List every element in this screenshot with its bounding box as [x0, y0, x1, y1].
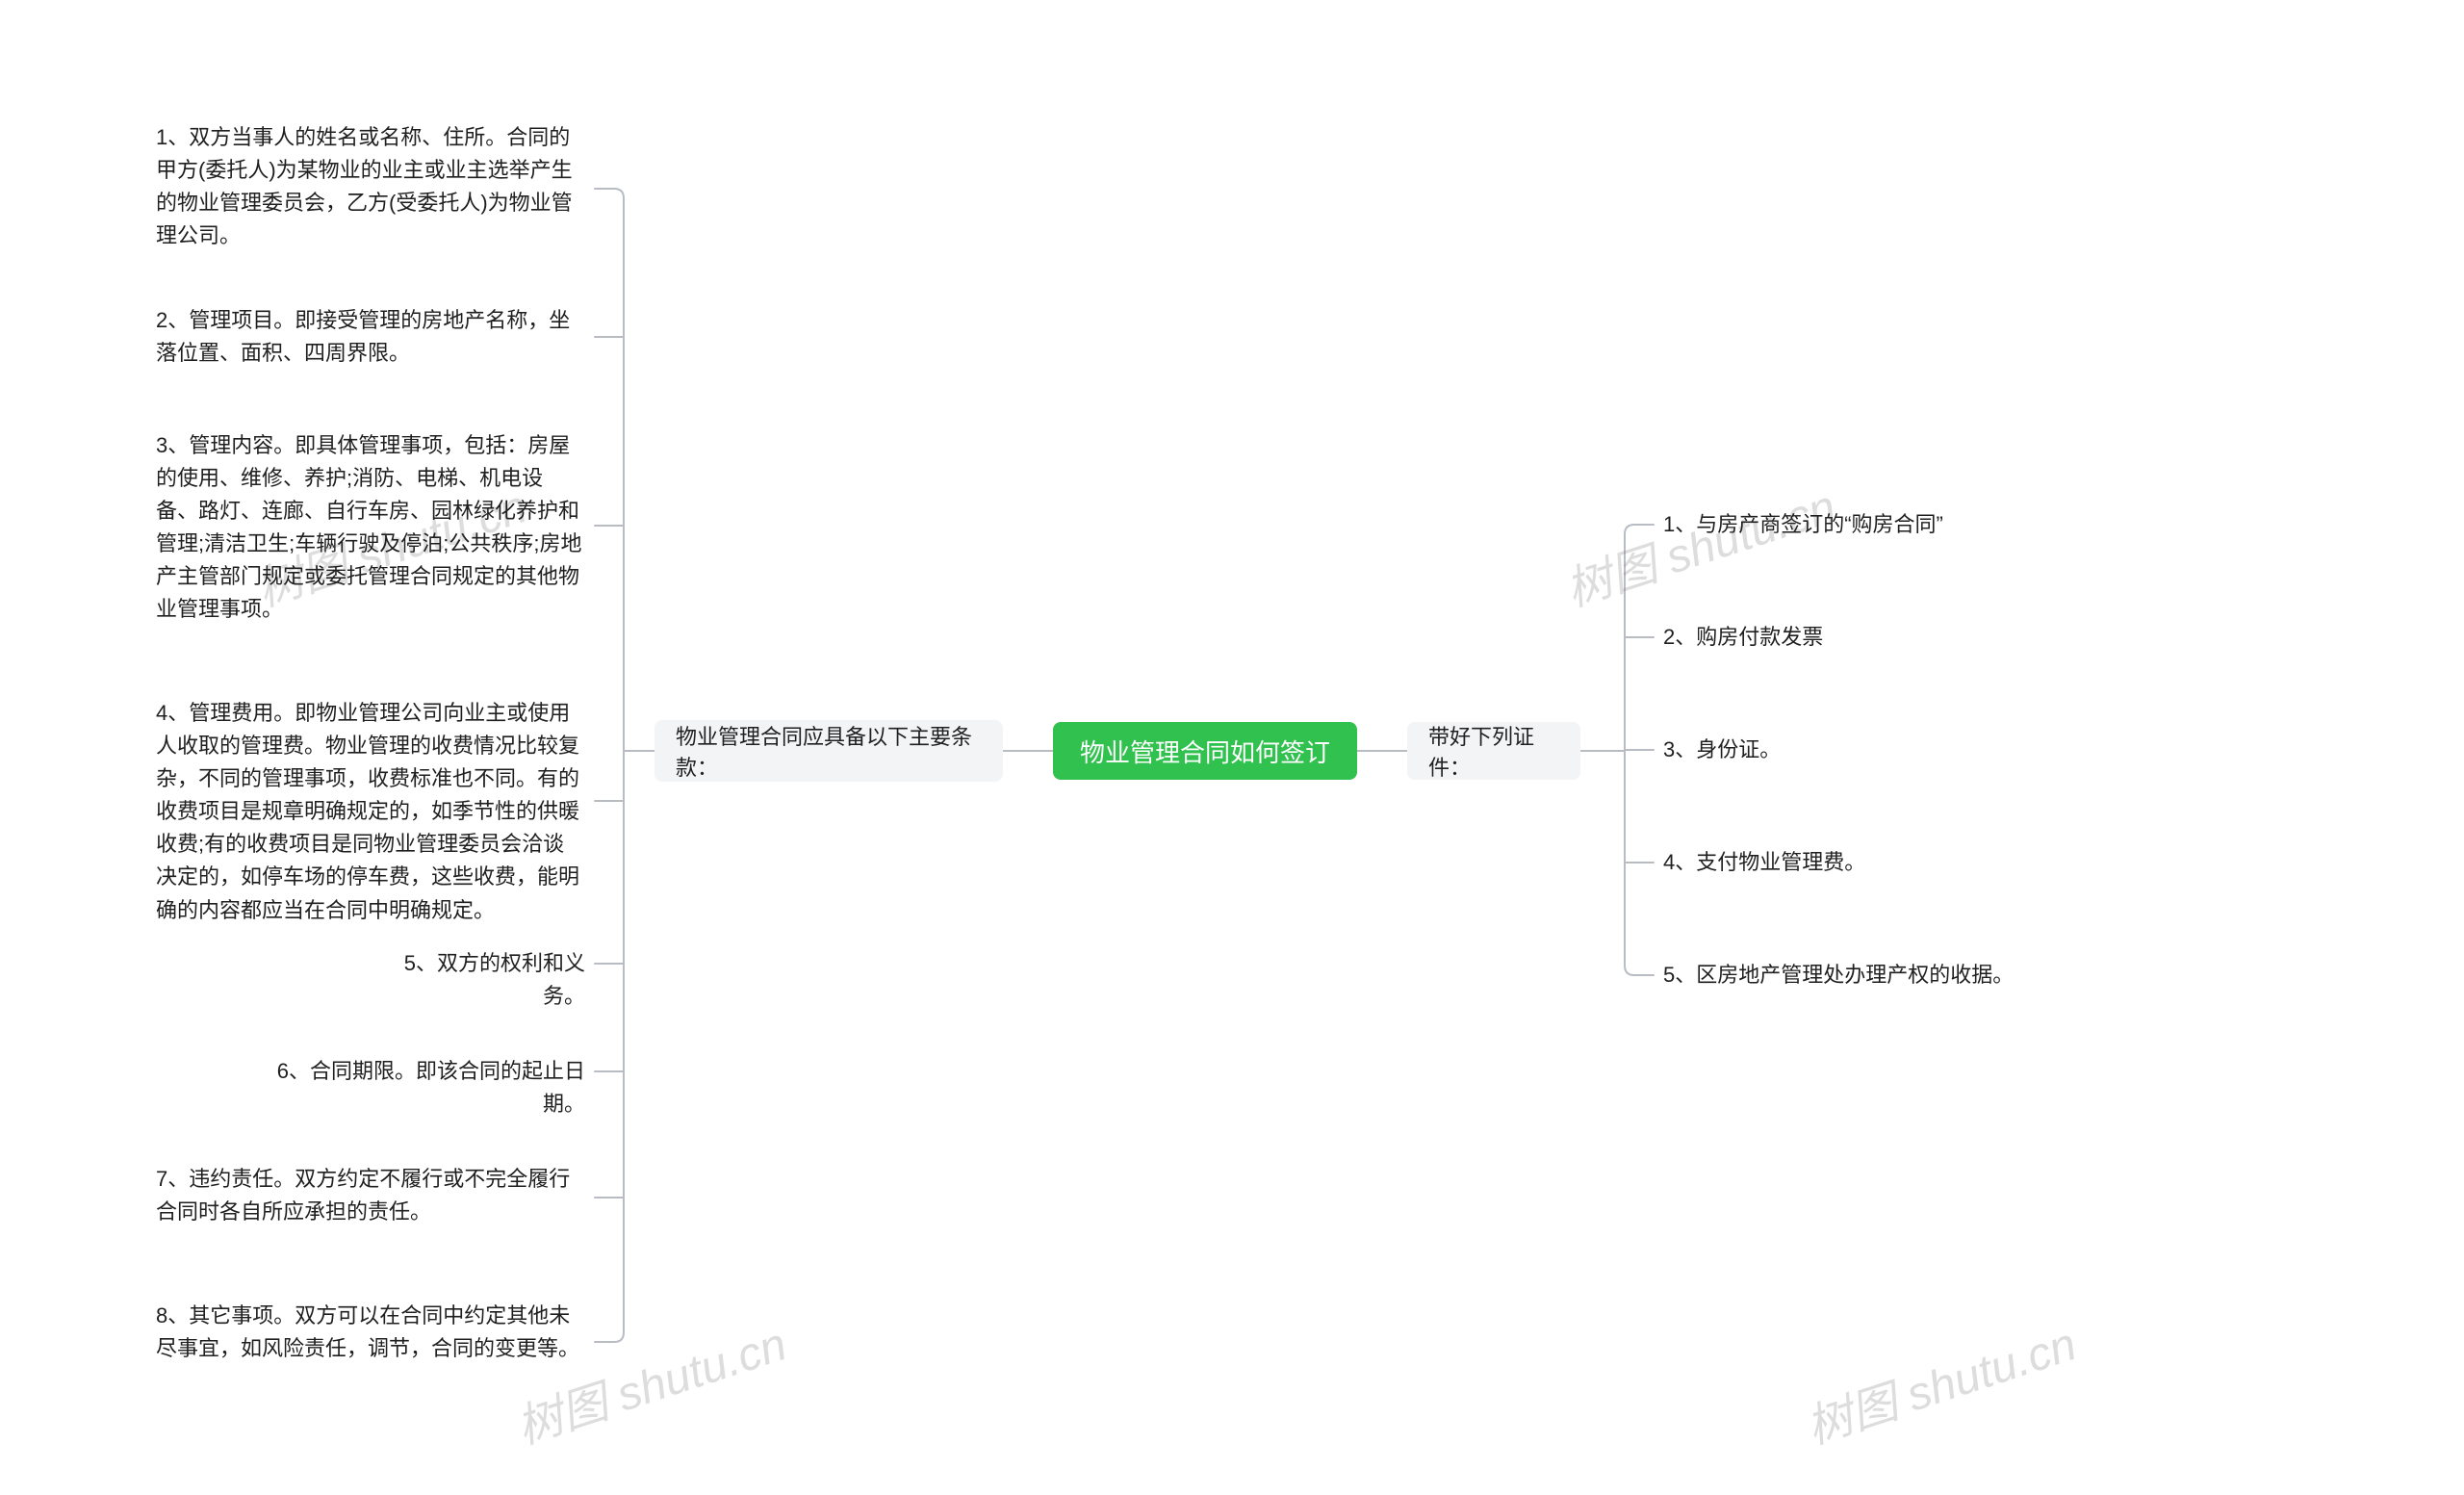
- leaf-text: 2、购房付款发票: [1663, 621, 1823, 654]
- right-leaf-1[interactable]: 1、与房产商签订的“购房合同”: [1663, 508, 2067, 541]
- leaf-text: 7、违约责任。双方约定不履行或不完全履行合同时各自所应承担的责任。: [156, 1163, 585, 1228]
- right-leaf-5[interactable]: 5、区房地产管理处办理产权的收据。: [1663, 959, 2067, 992]
- left-branch-label: 物业管理合同应具备以下主要条款：: [676, 720, 982, 782]
- leaf-text: 3、身份证。: [1663, 734, 1781, 766]
- left-branch-node[interactable]: 物业管理合同应具备以下主要条款：: [654, 720, 1003, 782]
- root-label: 物业管理合同如何签订: [1080, 734, 1330, 769]
- watermark-text: 树图 shutu.cn: [1796, 1306, 2083, 1456]
- right-leaf-4[interactable]: 4、支付物业管理费。: [1663, 846, 2067, 879]
- left-leaf-4[interactable]: 4、管理费用。即物业管理公司向业主或使用人收取的管理费。物业管理的收费情况比较复…: [156, 697, 585, 927]
- left-leaf-3[interactable]: 3、管理内容。即具体管理事项，包括：房屋的使用、维修、养护;消防、电梯、机电设备…: [156, 429, 585, 627]
- leaf-text: 3、管理内容。即具体管理事项，包括：房屋的使用、维修、养护;消防、电梯、机电设备…: [156, 429, 585, 627]
- leaf-text: 6、合同期限。即该合同的起止日期。: [268, 1055, 585, 1121]
- leaf-text: 5、双方的权利和义务。: [372, 947, 585, 1013]
- right-leaf-3[interactable]: 3、身份证。: [1663, 734, 2067, 766]
- leaf-text: 4、支付物业管理费。: [1663, 846, 1865, 879]
- left-leaf-7[interactable]: 7、违约责任。双方约定不履行或不完全履行合同时各自所应承担的责任。: [156, 1163, 585, 1228]
- left-leaf-5[interactable]: 5、双方的权利和义务。: [372, 947, 585, 1013]
- leaf-text: 5、区房地产管理处办理产权的收据。: [1663, 959, 2014, 992]
- leaf-text: 1、双方当事人的姓名或名称、住所。合同的甲方(委托人)为某物业的业主或业主选举产…: [156, 121, 585, 252]
- leaf-text: 1、与房产商签订的“购房合同”: [1663, 508, 1943, 541]
- left-leaf-8[interactable]: 8、其它事项。双方可以在合同中约定其他未尽事宜，如风险责任，调节，合同的变更等。: [156, 1300, 585, 1365]
- left-leaf-6[interactable]: 6、合同期限。即该合同的起止日期。: [268, 1055, 585, 1121]
- root-node[interactable]: 物业管理合同如何签订: [1053, 722, 1357, 780]
- leaf-text: 2、管理项目。即接受管理的房地产名称，坐落位置、面积、四周界限。: [156, 304, 585, 370]
- left-leaf-2[interactable]: 2、管理项目。即接受管理的房地产名称，坐落位置、面积、四周界限。: [156, 304, 585, 370]
- right-branch-label: 带好下列证件：: [1428, 720, 1559, 782]
- right-branch-node[interactable]: 带好下列证件：: [1407, 722, 1580, 780]
- right-leaf-2[interactable]: 2、购房付款发票: [1663, 621, 2067, 654]
- watermark-text: 树图 shutu.cn: [1555, 469, 1842, 619]
- left-leaf-1[interactable]: 1、双方当事人的姓名或名称、住所。合同的甲方(委托人)为某物业的业主或业主选举产…: [156, 121, 585, 252]
- leaf-text: 4、管理费用。即物业管理公司向业主或使用人收取的管理费。物业管理的收费情况比较复…: [156, 697, 585, 927]
- leaf-text: 8、其它事项。双方可以在合同中约定其他未尽事宜，如风险责任，调节，合同的变更等。: [156, 1300, 585, 1365]
